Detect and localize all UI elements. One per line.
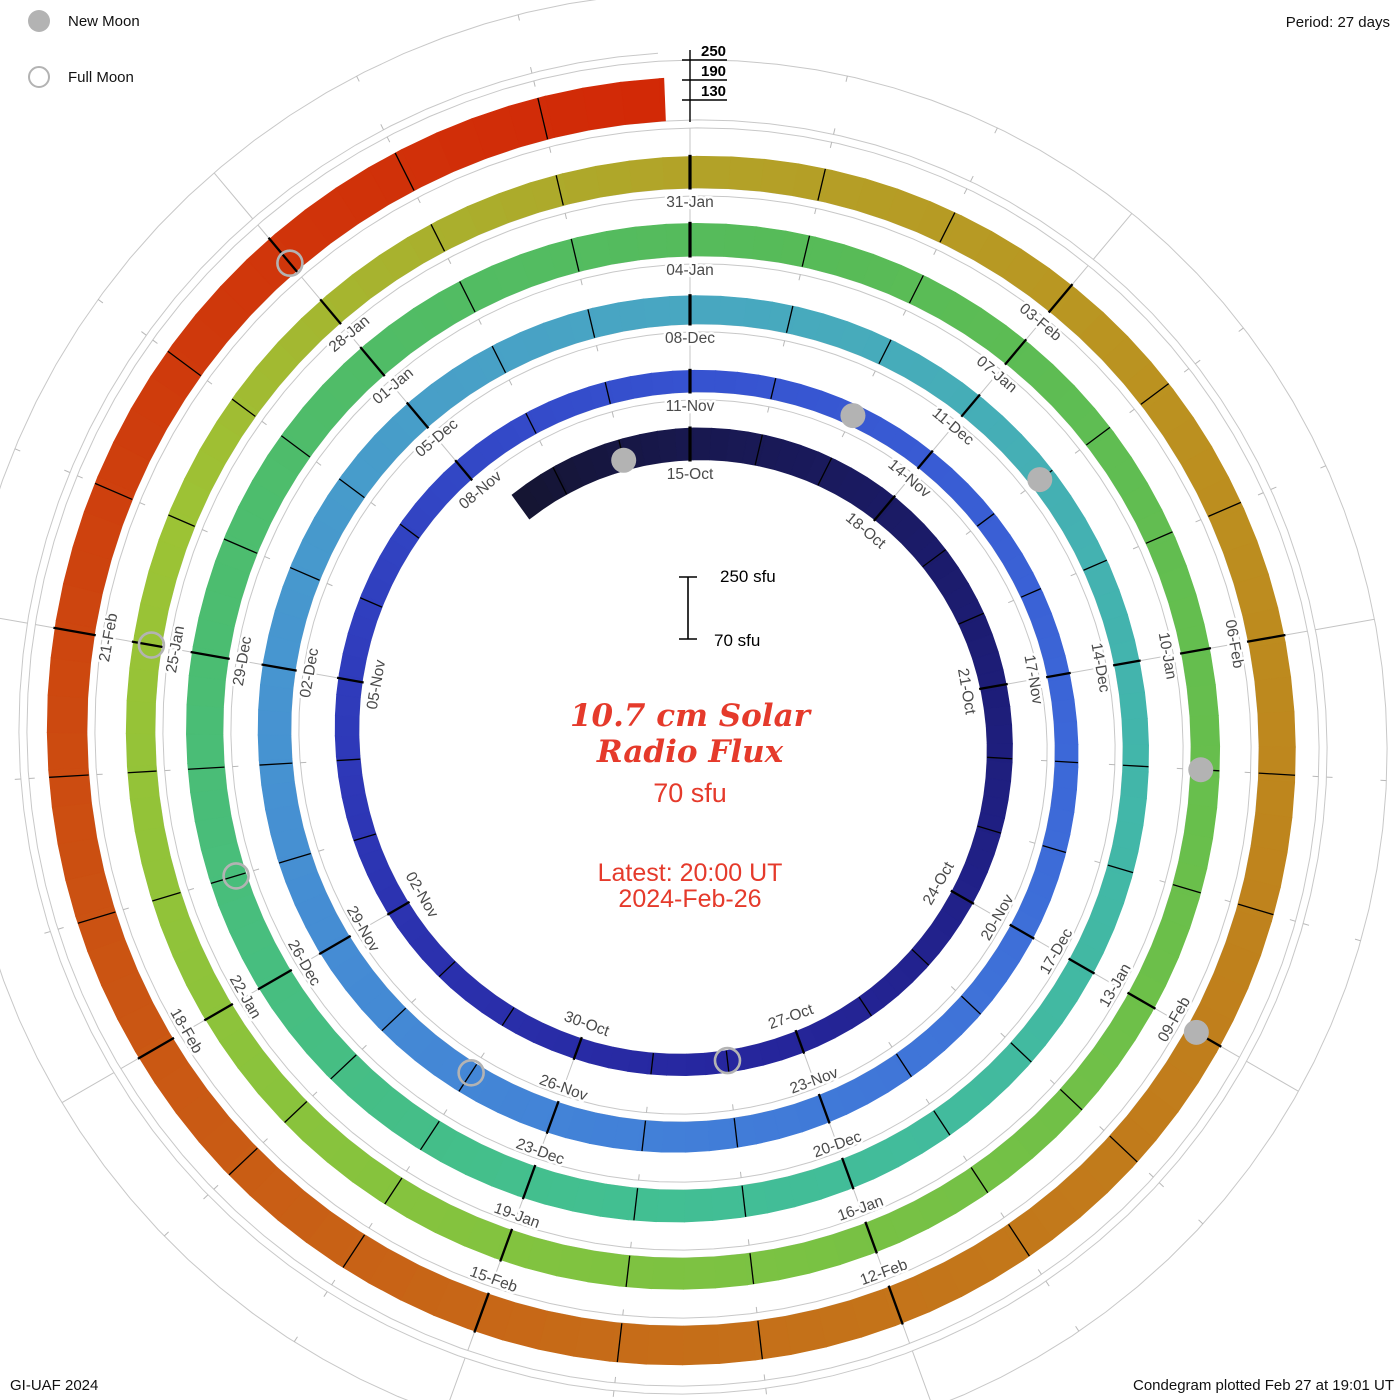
- full-moon-marker: [276, 249, 304, 277]
- latest-date: 2024-Feb-26: [618, 885, 762, 913]
- date-label: 06-Feb: [1221, 618, 1246, 669]
- new-moon-label: New Moon: [68, 12, 140, 30]
- new-moon-marker: [1183, 1019, 1209, 1045]
- date-label: 02-Dec: [297, 647, 322, 699]
- chart-title-line2: Radio Flux: [596, 734, 784, 770]
- date-label: 04-Jan: [666, 262, 713, 279]
- radial-axis: 250 190 130: [682, 43, 727, 122]
- radial-axis-label: 190: [701, 63, 726, 80]
- date-label: 08-Dec: [665, 330, 715, 347]
- date-label: 29-Dec: [230, 635, 255, 687]
- scale-bar-bottom-label: 70 sfu: [714, 631, 760, 650]
- latest-reading: Latest: 20:00 UT 2024-Feb-26: [598, 860, 783, 912]
- full-moon-marker: [713, 1046, 742, 1075]
- date-label: 10-Jan: [1155, 631, 1180, 681]
- date-label: 21-Oct: [954, 667, 979, 716]
- full-moon-marker: [137, 631, 166, 659]
- legend-new-moon: New Moon: [28, 10, 140, 32]
- date-label: 21-Feb: [96, 612, 121, 663]
- legend-full-moon: Full Moon: [28, 66, 140, 88]
- radial-axis-label: 250: [701, 43, 726, 60]
- scale-bar-top-label: 250 sfu: [720, 567, 776, 586]
- new-moon-marker: [1027, 467, 1053, 493]
- period-label: Period: 27 days: [1285, 14, 1390, 31]
- full-moon-marker: [457, 1058, 485, 1087]
- moon-markers: [137, 249, 1214, 1087]
- chart-title: 10.7 cm Solar Radio Flux: [570, 698, 810, 770]
- moon-legend: New Moon Full Moon: [28, 10, 140, 88]
- new-moon-marker: [1188, 757, 1214, 783]
- credit-label: GI-UAF 2024: [10, 1377, 99, 1394]
- date-label: 11-Nov: [666, 398, 715, 415]
- new-moon-marker: [840, 403, 866, 429]
- new-moon-marker: [611, 447, 637, 473]
- full-moon-label: Full Moon: [68, 68, 134, 86]
- date-label: 31-Jan: [666, 194, 713, 211]
- date-label: 25-Jan: [163, 625, 188, 675]
- new-moon-icon: [28, 10, 50, 32]
- full-moon-marker: [222, 862, 250, 890]
- date-label: 17-Nov: [1020, 653, 1045, 705]
- spiral-band: [46, 77, 1296, 1366]
- latest-time: Latest: 20:00 UT: [597, 859, 783, 887]
- scale-bar: 250 sfu 70 sfu: [679, 567, 776, 650]
- flux-baseline-value: 70 sfu: [653, 778, 727, 808]
- plotted-label: Condegram plotted Feb 27 at 19:01 UT: [1133, 1377, 1394, 1394]
- date-label: 14-Dec: [1087, 642, 1112, 694]
- date-label: 15-Oct: [667, 466, 714, 483]
- chart-title-line1: 10.7 cm Solar: [569, 698, 811, 734]
- band-day-dividers: [49, 97, 1296, 1363]
- radial-axis-label: 130: [701, 83, 726, 100]
- date-label: 05-Nov: [364, 658, 389, 710]
- full-moon-icon: [28, 66, 50, 88]
